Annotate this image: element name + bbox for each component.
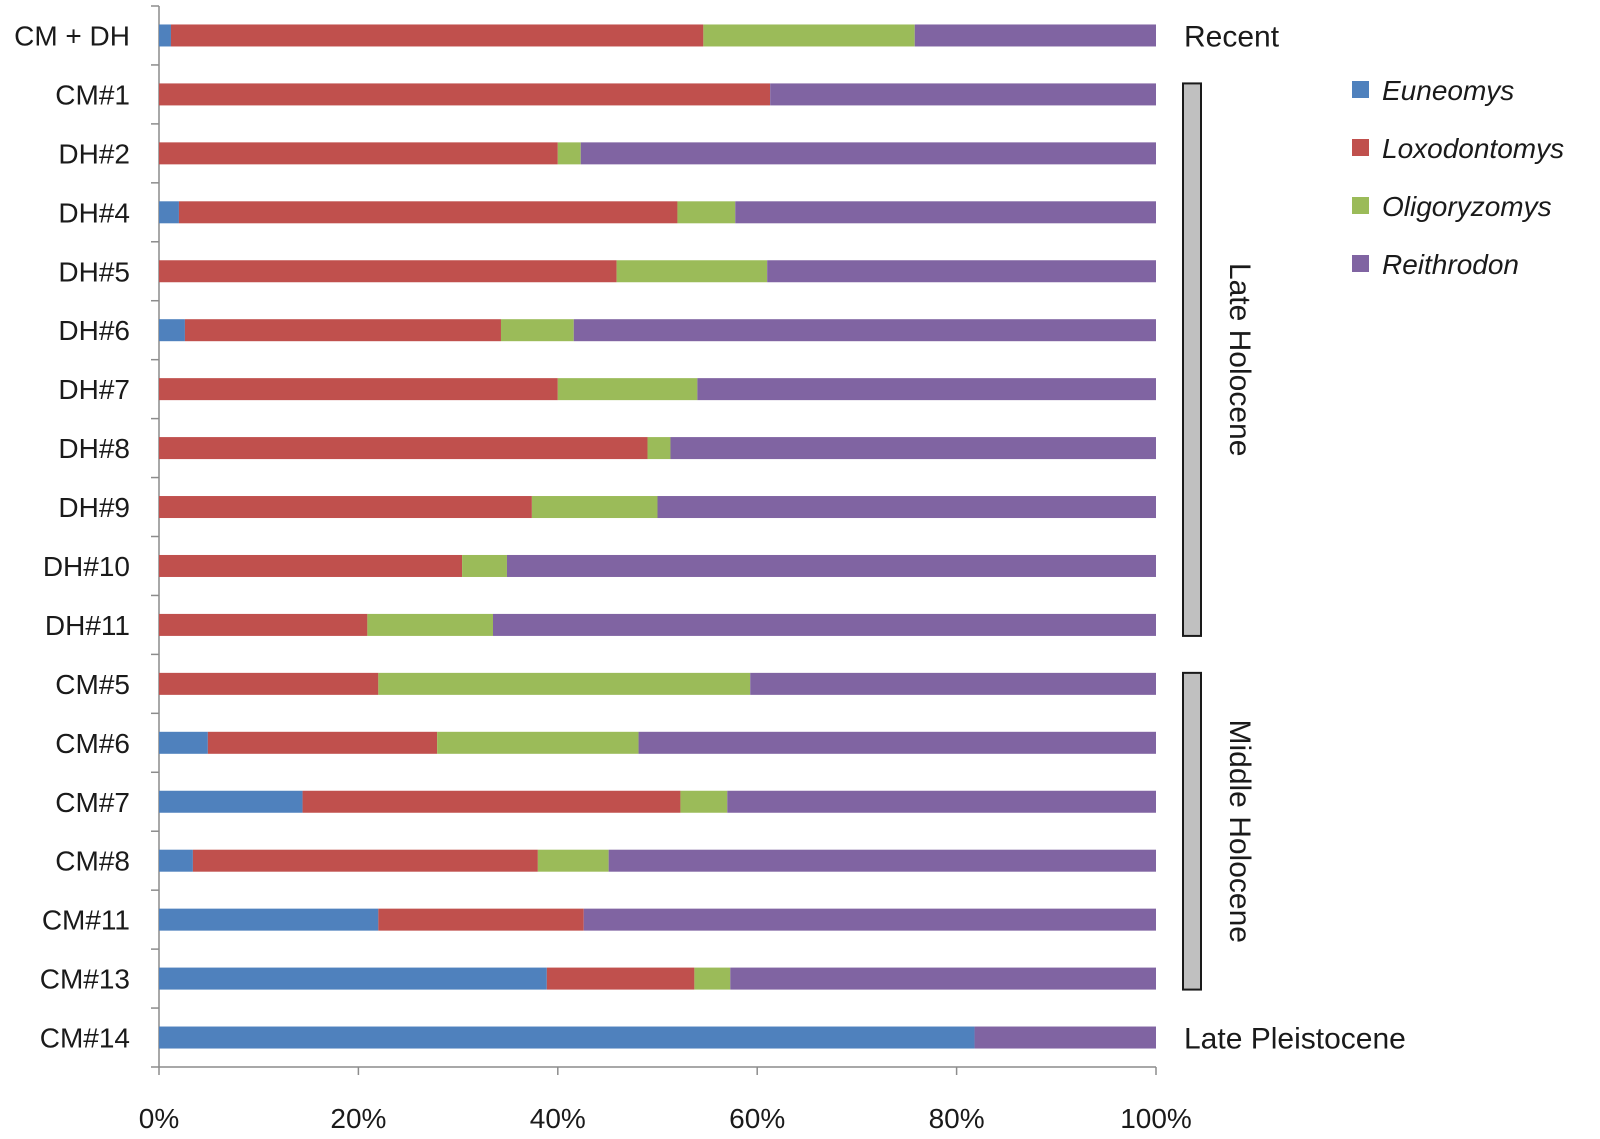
category-label-cm-1: CM#1 <box>55 79 130 110</box>
category-label-dh-7: DH#7 <box>58 374 130 405</box>
category-label-dh-6: DH#6 <box>58 315 130 346</box>
bar-reithrodon-cm-14 <box>974 1026 1156 1049</box>
legend-label-euneomys: Euneomys <box>1382 75 1514 106</box>
category-label-cm-14: CM#14 <box>40 1023 130 1054</box>
bar-oligoryzomys-dh-6 <box>500 319 574 342</box>
bar-loxodontomys-cm-11 <box>378 908 584 931</box>
bar-oligoryzomys-dh-5 <box>616 260 768 283</box>
legend-swatch-euneomys <box>1352 81 1369 98</box>
category-label-dh-11: DH#11 <box>45 610 130 641</box>
bar-loxodontomys-cm-13 <box>546 967 695 990</box>
category-label-dh-4: DH#4 <box>58 197 130 228</box>
bar-reithrodon-dh-4 <box>735 201 1156 224</box>
bar-reithrodon-dh-10 <box>506 554 1156 577</box>
category-label-cm-5: CM#5 <box>55 669 130 700</box>
legend-label-reithrodon: Reithrodon <box>1382 249 1519 280</box>
category-label-dh-9: DH#9 <box>58 492 130 523</box>
bar-oligoryzomys-cm-5 <box>378 672 751 695</box>
period-label-late-holocene: Late Holocene <box>1223 263 1256 456</box>
legend-swatch-oligoryzomys <box>1352 197 1369 214</box>
category-label-cm-6: CM#6 <box>55 728 130 759</box>
bar-euneomys-cm-11 <box>159 908 379 931</box>
bar-reithrodon-cm-6 <box>638 731 1156 754</box>
bar-oligoryzomys-dh-7 <box>557 378 698 401</box>
bar-reithrodon-dh-5 <box>767 260 1156 283</box>
bar-loxodontomys-dh-7 <box>159 378 558 401</box>
category-label-dh-5: DH#5 <box>58 256 130 287</box>
period-label-recent: Recent <box>1184 20 1280 53</box>
bar-oligoryzomys-dh-2 <box>557 142 581 165</box>
category-label-cm-11: CM#11 <box>42 905 130 936</box>
category-label-dh-8: DH#8 <box>58 433 130 464</box>
bar-loxodontomys-cm-7 <box>302 790 681 813</box>
bar-oligoryzomys-dh-9 <box>531 496 658 519</box>
bar-reithrodon-cm-1 <box>770 83 1156 106</box>
category-label-cm-8: CM#8 <box>55 846 130 877</box>
bar-loxodontomys-cm-dh <box>170 24 704 47</box>
bar-loxodontomys-dh-6 <box>184 319 501 342</box>
bar-reithrodon-cm-11 <box>583 908 1156 931</box>
bar-loxodontomys-cm-8 <box>192 849 538 872</box>
period-label-late-pleistocene: Late Pleistocene <box>1184 1023 1406 1056</box>
bar-euneomys-dh-6 <box>159 319 185 342</box>
x-tick-label-4: 80% <box>929 1103 985 1134</box>
bar-oligoryzomys-dh-8 <box>647 437 671 460</box>
bar-loxodontomys-cm-5 <box>159 672 379 695</box>
bar-loxodontomys-dh-5 <box>159 260 617 283</box>
category-label-cm-13: CM#13 <box>40 964 130 995</box>
bar-reithrodon-cm-13 <box>730 967 1156 990</box>
bar-oligoryzomys-cm-8 <box>537 849 609 872</box>
bar-loxodontomys-dh-8 <box>159 437 648 460</box>
bar-loxodontomys-dh-9 <box>159 496 532 519</box>
legend-label-loxodontomys: Loxodontomys <box>1382 133 1564 164</box>
bar-euneomys-cm-14 <box>159 1026 975 1049</box>
bar-oligoryzomys-cm-6 <box>437 731 639 754</box>
x-tick-label-2: 40% <box>530 1103 586 1134</box>
bar-reithrodon-cm-7 <box>727 790 1156 813</box>
legend-swatch-loxodontomys <box>1352 139 1369 156</box>
bar-euneomys-dh-4 <box>159 201 179 224</box>
bar-euneomys-cm-8 <box>159 849 193 872</box>
period-bracket-middle-holocene <box>1182 671 1202 991</box>
bar-oligoryzomys-dh-10 <box>462 554 507 577</box>
category-label-cm-dh: CM + DH <box>14 20 130 51</box>
bar-reithrodon-dh-11 <box>492 613 1156 636</box>
category-label-dh-2: DH#2 <box>58 138 130 169</box>
category-label-dh-10: DH#10 <box>43 551 130 582</box>
bar-euneomys-cm-dh <box>159 24 171 47</box>
bar-loxodontomys-dh-4 <box>178 201 678 224</box>
legend-swatch-reithrodon <box>1352 255 1369 272</box>
bar-oligoryzomys-cm-7 <box>680 790 728 813</box>
period-label-middle-holocene: Middle Holocene <box>1223 719 1256 942</box>
bar-loxodontomys-dh-10 <box>159 554 463 577</box>
bar-reithrodon-dh-7 <box>697 378 1156 401</box>
bar-oligoryzomys-cm-13 <box>694 967 731 990</box>
bar-loxodontomys-cm-1 <box>159 83 771 106</box>
bar-reithrodon-dh-8 <box>670 437 1156 460</box>
bar-loxodontomys-dh-11 <box>159 613 368 636</box>
legend-label-oligoryzomys: Oligoryzomys <box>1382 191 1552 222</box>
bar-oligoryzomys-cm-dh <box>703 24 915 47</box>
bar-reithrodon-cm-5 <box>750 672 1156 695</box>
bar-reithrodon-cm-8 <box>608 849 1156 872</box>
category-label-cm-7: CM#7 <box>55 787 130 818</box>
bar-euneomys-cm-6 <box>159 731 208 754</box>
bar-reithrodon-dh-2 <box>580 142 1156 165</box>
bar-reithrodon-cm-dh <box>914 24 1156 47</box>
bar-loxodontomys-dh-2 <box>159 142 558 165</box>
bar-oligoryzomys-dh-11 <box>367 613 493 636</box>
x-tick-label-5: 100% <box>1120 1103 1192 1134</box>
bar-reithrodon-dh-6 <box>573 319 1156 342</box>
bar-euneomys-cm-7 <box>159 790 303 813</box>
bar-euneomys-cm-13 <box>159 967 547 990</box>
x-tick-label-1: 20% <box>330 1103 386 1134</box>
period-bracket-late-holocene <box>1182 82 1202 637</box>
x-tick-label-3: 60% <box>729 1103 785 1134</box>
x-tick-label-0: 0% <box>139 1103 179 1134</box>
bar-reithrodon-dh-9 <box>657 496 1156 519</box>
bar-loxodontomys-cm-6 <box>207 731 438 754</box>
bar-oligoryzomys-dh-4 <box>677 201 736 224</box>
